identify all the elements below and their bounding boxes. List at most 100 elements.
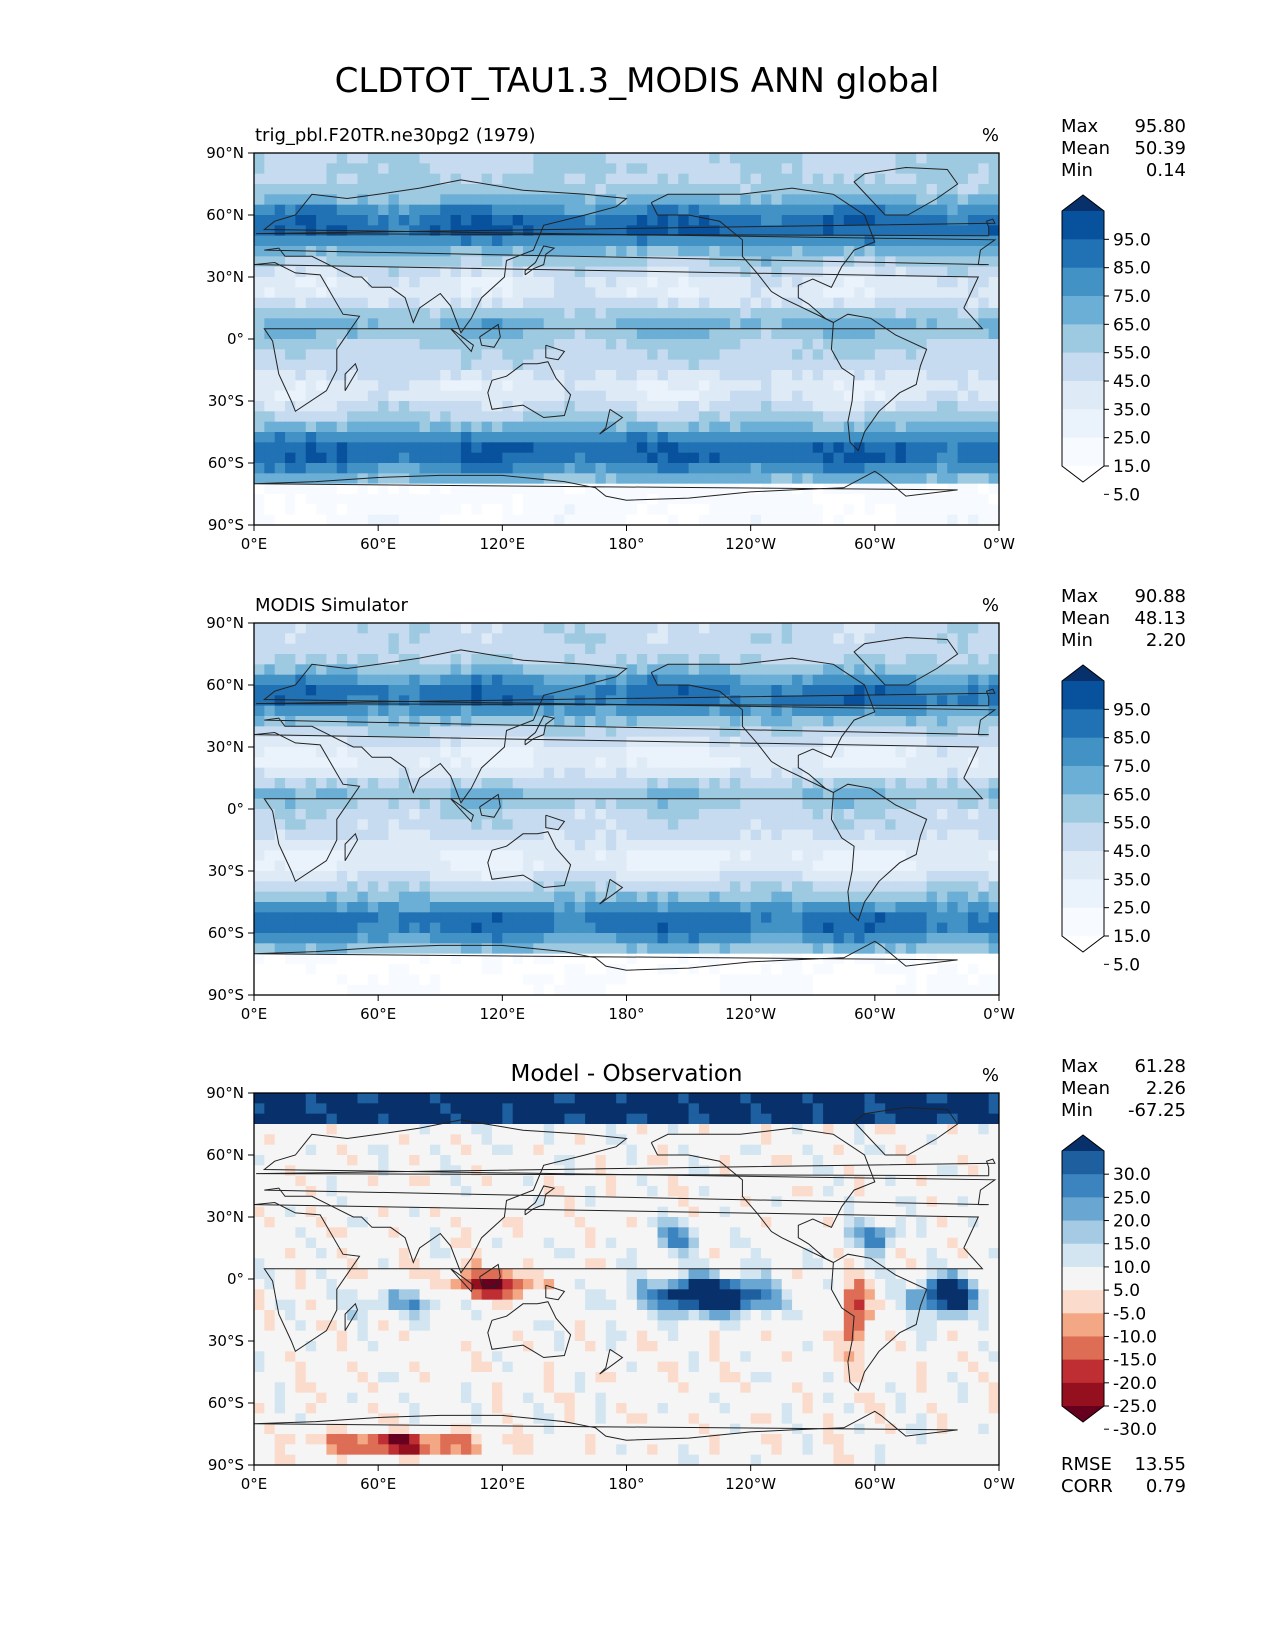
- colorbar-tick-label: 25.0: [1113, 429, 1151, 449]
- stat-value: 0.14: [1146, 160, 1186, 181]
- coastline: [344, 1302, 359, 1331]
- coastline: [344, 832, 359, 861]
- colorbar-tick-label: -25.0: [1113, 1397, 1157, 1417]
- y-tick-label: 0°: [227, 800, 244, 818]
- coastline: [853, 1106, 959, 1156]
- colorbar-extend-top: [1062, 1135, 1104, 1151]
- coastline: [524, 1185, 556, 1216]
- stat-label: CORR: [1061, 1476, 1113, 1497]
- coastline: [262, 1119, 997, 1274]
- units-label: %: [982, 1065, 999, 1086]
- x-tick-label: 120°W: [725, 1475, 776, 1493]
- colorbar-tick-label: 15.0: [1113, 1235, 1151, 1255]
- x-tick-label: 120°E: [480, 1005, 526, 1023]
- units-label: %: [982, 595, 999, 616]
- coastline: [830, 1253, 928, 1392]
- stat-value: 90.88: [1134, 586, 1186, 607]
- x-tick-label: 180°: [608, 1475, 644, 1493]
- colorbar-tick-label: 15.0: [1113, 457, 1151, 477]
- stat-value: 13.55: [1134, 1454, 1186, 1475]
- colorbar-swatch: [1062, 907, 1104, 937]
- stat-value: 2.20: [1146, 630, 1186, 651]
- coastline: [256, 218, 996, 237]
- colorbar-tick-label: 45.0: [1113, 842, 1151, 862]
- colorbar-tick-label: 10.0: [1113, 1258, 1151, 1278]
- colorbar-swatch: [1062, 381, 1104, 410]
- coastlines: [254, 1106, 997, 1441]
- y-tick-label: 90°S: [208, 516, 244, 534]
- colorbar-tick-label: 25.0: [1113, 1188, 1151, 1208]
- colorbar-swatch: [1062, 737, 1104, 767]
- colorbar-tick-label: 55.0: [1113, 344, 1151, 364]
- y-tick-label: 30°N: [206, 268, 244, 286]
- colorbar-swatch: [1062, 1382, 1104, 1407]
- colorbar-tick-label: 95.0: [1113, 700, 1151, 720]
- colorbar-tick-label: -15.0: [1113, 1351, 1157, 1371]
- colorbar-tick-label: 30.0: [1113, 1165, 1151, 1185]
- colorbar-tick-label: 35.0: [1113, 400, 1151, 420]
- map-panel-1: 0°E 60°E 120°E 180° 120°W 60°W 0°W 90°N 60°N 30°N…: [206, 116, 1186, 553]
- map-panel-2: 0°E 60°E 120°E 180° 120°W 60°W 0°W 90°N 60°N 30°N…: [206, 586, 1186, 1023]
- colorbar-swatch: [1062, 1313, 1104, 1337]
- coastline: [450, 1268, 474, 1293]
- colorbar-tick-label: 5.0: [1113, 955, 1140, 975]
- field-raster: [254, 623, 999, 995]
- coastline: [545, 344, 566, 361]
- colorbar-extend-top: [1062, 195, 1104, 211]
- field-raster: [254, 153, 999, 525]
- coastline: [853, 166, 959, 216]
- stat-value: -67.25: [1128, 1100, 1186, 1121]
- coastline: [524, 715, 556, 746]
- colorbar-swatch: [1062, 851, 1104, 880]
- coastline: [256, 1158, 996, 1177]
- coastline: [487, 831, 572, 889]
- coastline: [479, 793, 501, 818]
- colorbar-tick-label: 55.0: [1113, 814, 1151, 834]
- colorbar-swatch: [1062, 1151, 1104, 1175]
- colorbar-tick-label: 65.0: [1113, 315, 1151, 335]
- stat-label: Min: [1061, 160, 1093, 181]
- coastline: [599, 878, 624, 905]
- colorbar-tick-label: 75.0: [1113, 287, 1151, 307]
- coastline: [262, 179, 997, 334]
- panel-title: MODIS Simulator: [255, 595, 408, 616]
- figure-title: CLDTOT_TAU1.3_MODIS ANN global: [335, 61, 940, 101]
- colorbar-tick-label: -20.0: [1113, 1374, 1157, 1394]
- stat-label: RMSE: [1061, 1454, 1112, 1475]
- coastline: [650, 187, 876, 323]
- colorbar-extend-bottom: [1062, 936, 1104, 952]
- stat-label: Mean: [1061, 608, 1110, 629]
- stat-value: 61.28: [1134, 1056, 1186, 1077]
- colorbar-swatch: [1062, 1243, 1104, 1268]
- colorbar-tick-label: 95.0: [1113, 230, 1151, 250]
- colorbar-tick-label: -10.0: [1113, 1327, 1157, 1347]
- colorbar-swatch: [1062, 239, 1104, 269]
- colorbar-swatch: [1062, 766, 1104, 795]
- colorbar-swatch: [1062, 352, 1104, 382]
- y-tick-label: 0°: [227, 1270, 244, 1288]
- colorbar-extend-top: [1062, 665, 1104, 681]
- colorbar: 30.0 25.0 20.0 15.0 10.0 5.0 -5.0 -10.0 -15.0 -20…: [1061, 1134, 1157, 1440]
- x-tick-label: 0°E: [241, 535, 268, 553]
- x-tick-label: 180°: [608, 1005, 644, 1023]
- colorbar-tick-label: 75.0: [1113, 757, 1151, 777]
- colorbar-swatch: [1062, 1359, 1104, 1384]
- colorbar-swatch: [1062, 324, 1104, 354]
- units-label: %: [982, 125, 999, 146]
- colorbar: 95.0 85.0 75.0 65.0 55.0 45.0 35.0 25.0 15.0 5.0: [1061, 194, 1151, 505]
- colorbar-swatch: [1062, 1266, 1104, 1291]
- x-tick-label: 0°W: [983, 1005, 1015, 1023]
- y-tick-label: 90°N: [206, 614, 244, 632]
- coastline: [479, 1263, 501, 1288]
- colorbar-swatch: [1062, 1174, 1104, 1198]
- colorbar-swatch: [1062, 437, 1104, 467]
- colorbar: 95.0 85.0 75.0 65.0 55.0 45.0 35.0 25.0 15.0 5.0: [1061, 664, 1151, 975]
- coastline: [254, 261, 984, 413]
- x-tick-label: 120°W: [725, 1005, 776, 1023]
- coastlines: [254, 636, 997, 971]
- colorbar-tick-label: 85.0: [1113, 259, 1151, 279]
- y-tick-label: 30°N: [206, 1208, 244, 1226]
- coastline: [853, 636, 959, 686]
- colorbar-tick-label: 5.0: [1113, 1281, 1140, 1301]
